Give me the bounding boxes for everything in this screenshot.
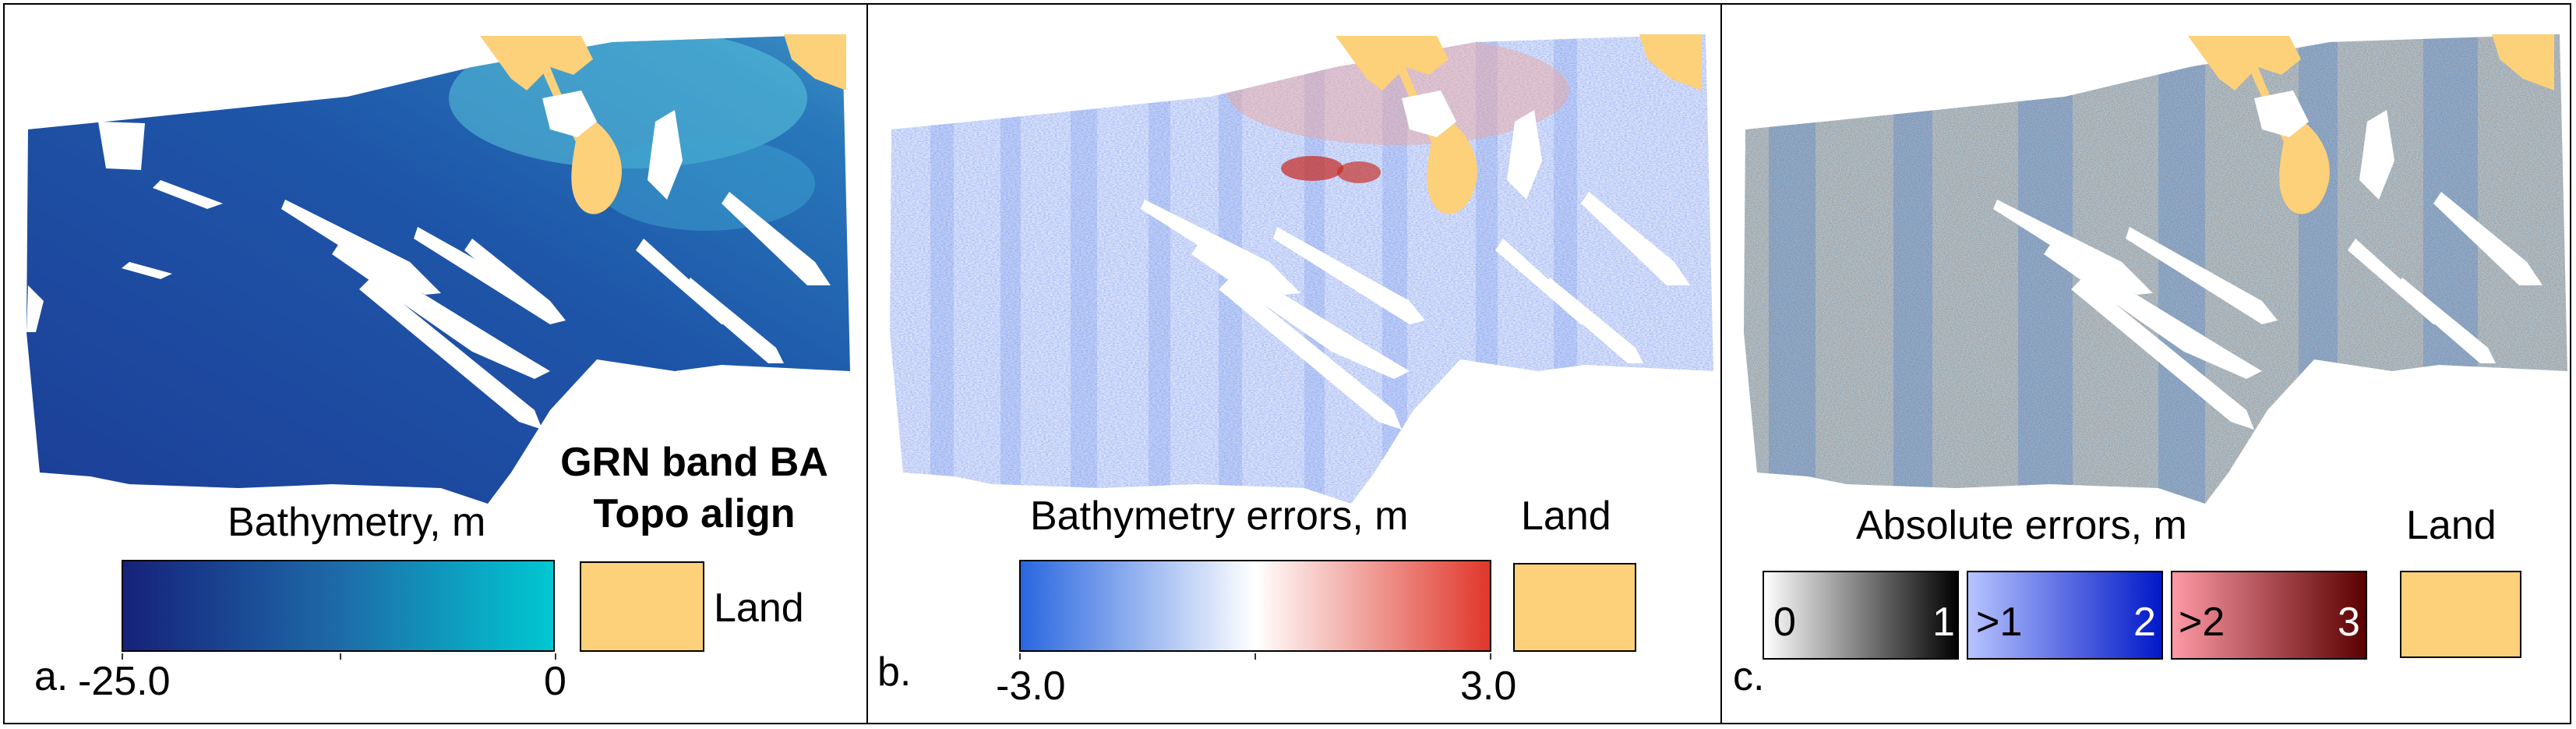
errors-tick-mid xyxy=(1254,653,1256,660)
panel-a-title-line1: GRN band BA xyxy=(560,440,828,485)
figure-frame: GRN band BA Topo align Bathymetry, m -25… xyxy=(3,3,2571,724)
panel-a: GRN band BA Topo align Bathymetry, m -25… xyxy=(5,5,866,723)
land-label: Land xyxy=(714,586,804,631)
bathymetry-tick-max xyxy=(555,653,556,660)
bathymetry-colorbar xyxy=(122,560,555,652)
panel-c: Absolute errors, m 0 1 >1 2 >2 3 c. Land xyxy=(1720,5,2571,723)
panel-b-letter: b. xyxy=(877,649,912,695)
errors-colorbar xyxy=(1019,560,1491,652)
absolute-errors-label: Absolute errors, m xyxy=(1856,503,2187,548)
panel-c-land-swatch xyxy=(2400,571,2521,658)
bathymetry-colorbar-max: 0 xyxy=(544,659,566,704)
absolute-errors-map xyxy=(1744,34,2567,504)
panel-c-letter: c. xyxy=(1733,654,1765,699)
panel-c-land-label: Land xyxy=(2406,503,2497,548)
abs-class-2-right: 3 xyxy=(2338,600,2360,645)
abs-class-2-left: >2 xyxy=(2179,600,2225,645)
abs-class-0-left: 0 xyxy=(1773,600,1796,645)
errors-colorbar-min: -3.0 xyxy=(996,664,1066,709)
bathymetry-tick-min xyxy=(122,653,123,660)
bathymetry-tick-mid xyxy=(340,653,341,660)
panel-b-land-label: Land xyxy=(1521,494,1611,539)
errors-colorbar-max: 3.0 xyxy=(1460,664,1517,709)
panel-a-title-line2: Topo align xyxy=(593,491,796,536)
panel-b: Bathymetry errors, m -3.0 3.0 b. Land xyxy=(866,5,1720,723)
bathymetry-errors-map xyxy=(890,34,1713,504)
bathymetry-colorbar-label: Bathymetry, m xyxy=(228,500,486,545)
panel-a-letter: a. xyxy=(34,654,69,699)
bathymetry-map xyxy=(26,34,850,504)
errors-tick-max xyxy=(1490,653,1491,660)
errors-colorbar-label: Bathymetry errors, m xyxy=(1030,494,1409,539)
land-swatch xyxy=(580,561,704,652)
bathymetry-colorbar-min: -25.0 xyxy=(78,659,171,704)
abs-class-1-2 xyxy=(1967,571,2163,660)
abs-class-2-3 xyxy=(2171,571,2367,660)
errors-tick-min xyxy=(1019,653,1021,660)
abs-class-1-left: >1 xyxy=(1976,600,2023,645)
abs-class-1-right: 2 xyxy=(2133,600,2156,645)
panel-b-land-swatch xyxy=(1513,563,1636,652)
abs-class-0-1 xyxy=(1763,571,1959,660)
abs-class-0-right: 1 xyxy=(1932,600,1955,645)
